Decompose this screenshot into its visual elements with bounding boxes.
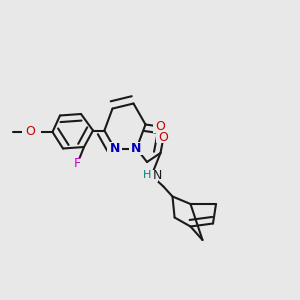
Text: F: F: [74, 157, 81, 170]
FancyBboxPatch shape: [153, 121, 168, 133]
Text: N: N: [131, 142, 142, 155]
Text: H: H: [143, 170, 151, 181]
Text: O: O: [25, 125, 35, 139]
FancyBboxPatch shape: [139, 169, 158, 181]
FancyBboxPatch shape: [129, 142, 144, 155]
Text: N: N: [110, 142, 120, 155]
FancyBboxPatch shape: [71, 158, 83, 169]
Text: O: O: [159, 131, 168, 144]
FancyBboxPatch shape: [156, 131, 171, 143]
Text: O: O: [156, 120, 165, 133]
FancyBboxPatch shape: [22, 126, 41, 138]
FancyBboxPatch shape: [107, 142, 122, 155]
Text: N: N: [153, 169, 162, 182]
